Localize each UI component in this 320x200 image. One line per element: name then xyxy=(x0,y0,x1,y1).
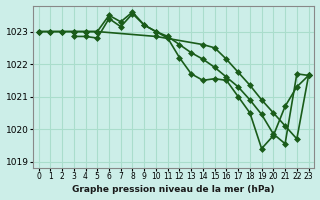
X-axis label: Graphe pression niveau de la mer (hPa): Graphe pression niveau de la mer (hPa) xyxy=(72,185,275,194)
